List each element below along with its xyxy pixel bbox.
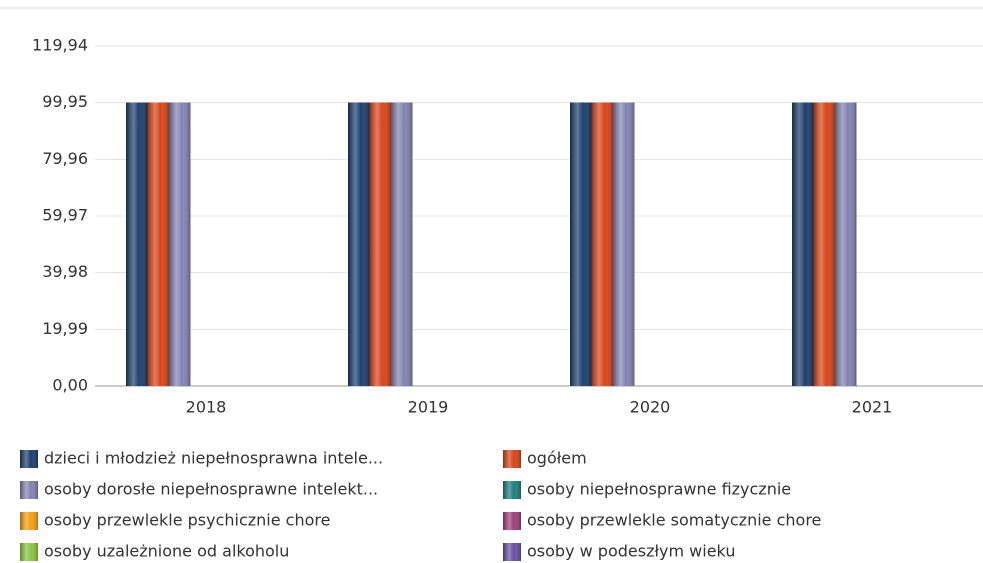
bar-shade — [570, 102, 592, 386]
legend-swatch-shade — [503, 512, 521, 530]
y-tick-label: 79,96 — [42, 149, 88, 168]
x-tick-label: 2018 — [186, 398, 227, 417]
bar — [792, 102, 814, 386]
legend-label: osoby uzależnione od alkoholu — [44, 542, 289, 561]
legend-swatch-shade — [20, 481, 38, 499]
bar — [147, 102, 169, 386]
x-tick-label: 2021 — [852, 398, 893, 417]
y-tick-label: 99,95 — [42, 92, 88, 111]
bar-shade — [126, 102, 148, 386]
x-tick-label: 2020 — [630, 398, 671, 417]
bar-shade — [369, 102, 391, 386]
y-tick-label: 59,97 — [42, 206, 88, 225]
legend-swatch-shade — [20, 512, 38, 530]
legend-swatch-shade — [20, 543, 38, 561]
bar-shade — [813, 102, 835, 386]
bar — [813, 102, 835, 386]
bar-shade — [591, 102, 613, 386]
legend: dzieci i młodzież niepełnosprawna intele… — [20, 449, 821, 561]
y-tick-label: 19,99 — [42, 319, 88, 338]
legend-label: osoby niepełnosprawne fizycznie — [527, 480, 791, 499]
bar — [613, 102, 635, 386]
legend-swatch-shade — [503, 543, 521, 561]
bar-shade — [348, 102, 370, 386]
y-tick-label: 119,94 — [32, 36, 88, 55]
bar — [591, 102, 613, 386]
bar — [391, 102, 413, 386]
legend-label: dzieci i młodzież niepełnosprawna intele… — [44, 449, 383, 468]
bar — [570, 102, 592, 386]
bar-shade — [147, 102, 169, 386]
legend-label: osoby przewlekle somatycznie chore — [527, 511, 821, 530]
legend-label: osoby dorosłe niepełnosprawne intelekt..… — [44, 480, 378, 499]
bar — [126, 102, 148, 386]
bar-shade — [391, 102, 413, 386]
bar-shade — [835, 102, 857, 386]
legend-swatch-shade — [503, 450, 521, 468]
y-tick-label: 39,98 — [42, 262, 88, 281]
x-tick-label: 2019 — [408, 398, 449, 417]
bar — [835, 102, 857, 386]
legend-label: osoby w podeszłym wieku — [527, 542, 735, 561]
bar-shade — [169, 102, 191, 386]
bar-shade — [792, 102, 814, 386]
bar-shade — [613, 102, 635, 386]
bar — [169, 102, 191, 386]
legend-label: ogółem — [527, 449, 587, 468]
legend-swatch-shade — [20, 450, 38, 468]
bar — [348, 102, 370, 386]
legend-swatch-shade — [503, 481, 521, 499]
bar — [369, 102, 391, 386]
y-tick-label: 0,00 — [52, 376, 88, 395]
legend-label: osoby przewlekle psychicznie chore — [44, 511, 330, 530]
